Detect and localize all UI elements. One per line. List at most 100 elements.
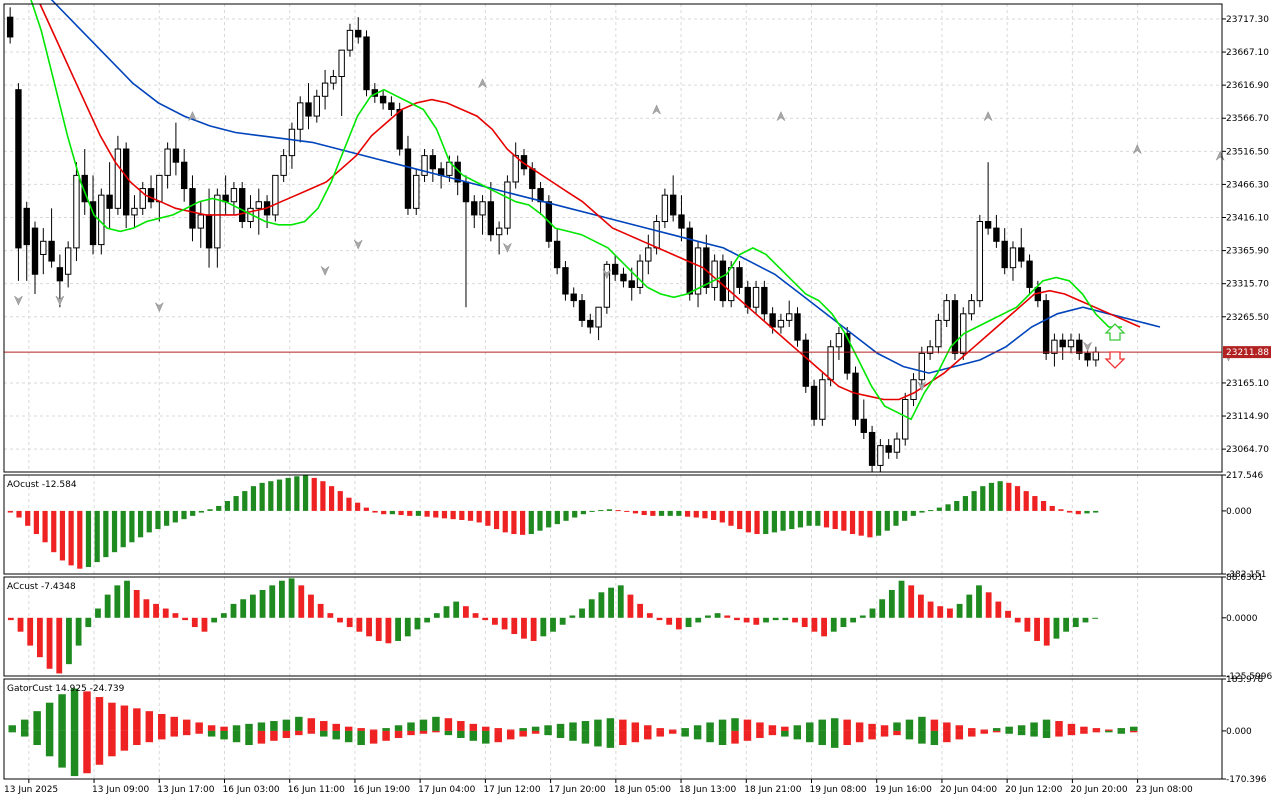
histogram-bar-down [641, 510, 647, 516]
histogram-bar-down [832, 510, 838, 530]
histogram-bar-up [815, 510, 821, 526]
gator-lower-bar-down [631, 730, 640, 743]
histogram-bar-down [42, 510, 48, 543]
histogram-bar-up [966, 594, 973, 618]
gator-lower-bar-down [992, 730, 1001, 733]
histogram-bar-up [888, 589, 895, 618]
histogram-bar-up [66, 617, 72, 665]
histogram-bar-up [190, 510, 196, 516]
candle-bear [205, 214, 213, 249]
candle-bear [562, 267, 569, 295]
histogram-bar-down [482, 617, 489, 621]
candle-bull [711, 260, 718, 288]
gator-upper-bar-down [357, 728, 365, 731]
gator-lower-bar-down [980, 730, 988, 734]
gator-upper-bar-down [182, 719, 191, 731]
candle-bear [570, 293, 577, 302]
candle-bull [727, 267, 735, 302]
gator-lower-bar-up [693, 730, 702, 740]
candle-bull [131, 207, 138, 216]
histogram-bar-down [711, 510, 717, 520]
candle-bull [694, 247, 702, 295]
histogram-bar-up [404, 617, 411, 637]
histogram-bar-down [927, 601, 934, 618]
price-panel[interactable]: 23717.30 23667.10 23616.90 23566.70 23516.50… [3, 0, 1280, 473]
gator-upper-bar-up [1030, 722, 1038, 731]
histogram-bar-down [1075, 510, 1081, 515]
histogram-bar-up [976, 585, 982, 618]
ac-panel[interactable]: ACcust -7.4348 88.0301 0.0000 -125.5996 [3, 573, 1272, 682]
histogram-bar-up [588, 599, 595, 618]
axis-tick-label: -125.5996 [1226, 672, 1272, 682]
gator-upper-bar-up [394, 725, 403, 731]
histogram-bar-down [650, 510, 656, 516]
gator-axis: 183.978 0.000 -170.396 [1222, 675, 1267, 785]
ao-axis: 217.546 0.000 -382.151 [1222, 471, 1266, 580]
candle-bear [23, 207, 30, 246]
axis-tick-label: -170.396 [1226, 775, 1267, 785]
candle-bear [180, 161, 188, 190]
histogram-bar-up [714, 613, 721, 618]
candle-bear [703, 247, 710, 288]
candle-bull [214, 194, 221, 249]
histogram-bar-down [937, 606, 944, 618]
time-tick-label: 19 Jun 08:00 [809, 785, 866, 795]
histogram-bar-down [1067, 510, 1073, 513]
histogram-bar-up [288, 578, 295, 618]
gator-upper-bar-down [120, 705, 129, 731]
ao-panel[interactable]: AOcust -12.584 217.546 0.000 -382.151 [3, 471, 1266, 580]
candle-bear [1001, 240, 1008, 269]
candle-bull [64, 247, 72, 275]
candle-bull [297, 102, 304, 130]
gator-lower-bar-down [158, 730, 166, 740]
histogram-bar-down [858, 510, 864, 536]
price-tick-label: 23165.10 [1226, 379, 1269, 389]
histogram-bar-up [806, 510, 812, 526]
time-tick-label: 18 Jun 21:00 [744, 785, 801, 795]
gator-upper-bar-down [743, 719, 752, 731]
histogram-bar-down [476, 510, 482, 523]
histogram-bar-up [1093, 510, 1099, 513]
histogram-bar-down [311, 477, 317, 511]
histogram-bar-up [540, 617, 547, 637]
ao-histogram [7, 475, 1099, 569]
gator-upper-bar-up [531, 726, 540, 731]
gator-lower-bar-down [968, 730, 976, 737]
histogram-bar-up [216, 505, 222, 511]
gator-panel[interactable]: GatorCust 14.925 -24.739 183.978 0.000 -17… [3, 675, 1267, 785]
histogram-bar-down [947, 608, 953, 618]
histogram-bar-down [472, 613, 479, 618]
candle-bull [330, 76, 337, 84]
candle-bull [321, 82, 329, 97]
histogram-bar-up [704, 615, 711, 618]
gator-lower-bar-up [818, 730, 826, 746]
histogram-bar-down [317, 603, 324, 618]
price-axis: 23717.30 23667.10 23616.90 23566.70 23516.50… [1222, 15, 1269, 455]
histogram-bar-up [137, 510, 144, 538]
price-tick-label: 23114.90 [1226, 412, 1269, 422]
histogram-bar-up [85, 617, 92, 628]
histogram-bar-down [615, 510, 621, 512]
gator-lower-bar-up [70, 730, 79, 777]
histogram-bar-down [153, 603, 159, 618]
histogram-bar-up [111, 510, 118, 553]
histogram-bar-down [1058, 509, 1064, 511]
candle-bear [1026, 260, 1033, 288]
histogram-bar-down [162, 608, 169, 618]
gator-lower-bar-up [930, 730, 939, 746]
fractal-up-icon [983, 111, 993, 122]
histogram-bar-down [520, 510, 526, 535]
gator-lower-bar-up [45, 730, 54, 757]
histogram-bar-up [676, 510, 682, 516]
gator-upper-bar-up [1117, 728, 1126, 731]
histogram-bar-down [355, 502, 361, 511]
histogram-bar-down [530, 617, 537, 641]
candle-bear [147, 188, 155, 203]
histogram-bar-down [1040, 501, 1047, 511]
fractal-up-icon [651, 104, 662, 115]
histogram-bar-up [550, 617, 556, 632]
gator-upper-bar-down [133, 708, 141, 731]
gator-lower-bar-up [332, 730, 340, 740]
